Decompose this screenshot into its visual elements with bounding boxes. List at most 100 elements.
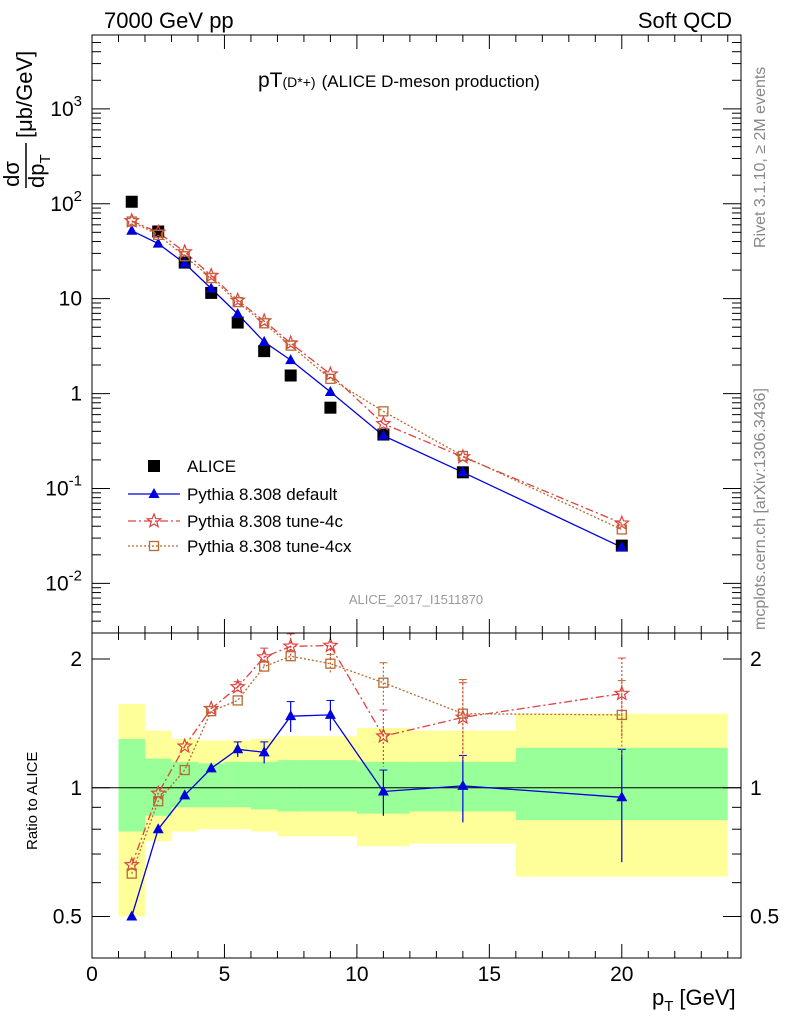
ratio-line [131, 644, 622, 866]
ratio-tick-label-right: 2 [750, 648, 762, 671]
ratio-point [205, 762, 217, 773]
main-point [125, 195, 138, 208]
energy-label: 7000 GeV pp [104, 8, 234, 33]
ratio-point [285, 651, 296, 662]
ratio-point [126, 868, 137, 879]
legend-marker [148, 540, 160, 552]
y-tick-label: 1 [70, 383, 82, 406]
main-point [205, 282, 217, 293]
legend-marker [148, 460, 160, 472]
ratio-point [457, 708, 469, 719]
legend-label: Pythia 8.308 default [187, 485, 338, 504]
main-point [324, 401, 337, 414]
main-point [206, 272, 217, 284]
legend-label: Pythia 8.308 tune-4cx [187, 537, 352, 556]
y-tick-label: 10-1 [45, 472, 82, 500]
ratio-point [232, 695, 243, 706]
plot-title: pT(D*+) (ALICE D-meson production) [258, 69, 540, 92]
main-point [126, 216, 137, 227]
x-tick-label: 10 [345, 963, 368, 986]
ratio-point [377, 785, 389, 796]
ratio-bands [92, 703, 741, 917]
ratio-point [616, 791, 628, 802]
ratio-point [229, 678, 247, 695]
main-point [457, 466, 469, 477]
ratio-line [131, 655, 622, 874]
y-tick-label: 102 [50, 188, 82, 216]
x-tick-label: 20 [610, 963, 633, 986]
ratio-point [616, 709, 627, 721]
process-label: Soft QCD [638, 8, 732, 33]
svg-text:dσ: dσ [0, 161, 24, 187]
main-ylabel: dσ dpT [μb/GeV] [0, 51, 54, 188]
y-tick-label: 103 [50, 93, 82, 121]
ratio-point [232, 743, 244, 754]
ratio-ylabel: Ratio to ALICE [24, 752, 41, 850]
main-point [324, 385, 336, 396]
svg-text:[μb/GeV]: [μb/GeV] [12, 51, 37, 138]
main-point [231, 316, 244, 329]
ratio-point [258, 746, 270, 757]
ratio-point [325, 658, 336, 669]
main-point [322, 365, 339, 382]
ratio-point [152, 823, 164, 834]
band-green [277, 760, 304, 812]
ratio-point [123, 856, 140, 872]
main-point [179, 251, 190, 262]
main-point [375, 415, 392, 431]
ratio-point [322, 636, 339, 653]
main-point [258, 335, 270, 346]
main-point [232, 307, 244, 318]
band-green [171, 761, 198, 808]
x-tick-label: 15 [478, 963, 501, 986]
ratio-point [324, 708, 336, 719]
main-line [131, 220, 623, 531]
ratio-tick-label-right: 1 [750, 777, 762, 800]
ratio-series [123, 632, 631, 921]
main-point [616, 541, 628, 552]
x-tick-label: 5 [219, 963, 231, 986]
main-series [123, 195, 631, 552]
main-point [378, 406, 389, 417]
main-point [285, 340, 296, 351]
y-tick-label: 10-2 [45, 567, 82, 595]
ratio-point [457, 779, 469, 790]
ratio-point [153, 796, 164, 807]
ratio-tick-label-left: 0.5 [53, 906, 82, 929]
legend: ALICE Pythia 8.308 default Pythia 8.308 tu… [128, 457, 352, 556]
main-point [152, 237, 164, 248]
ratio-point [179, 789, 191, 800]
main-point [232, 296, 243, 308]
main-point [126, 224, 138, 235]
ratio-point [255, 648, 273, 665]
main-point [457, 450, 469, 462]
svg-text:dpT: dpT [24, 154, 54, 188]
ratio-point [378, 677, 389, 688]
main-point [325, 373, 336, 384]
legend-label: Pythia 8.308 tune-4c [187, 512, 343, 531]
main-point [176, 243, 193, 260]
main-point [153, 229, 164, 241]
rivet-label: Rivet 3.1.10, ≥ 2M events [752, 67, 769, 248]
ratio-point [613, 684, 631, 701]
legend-marker [145, 512, 163, 529]
legend-label: ALICE [187, 457, 236, 476]
ratio-point [285, 710, 297, 721]
ratio-panel-frame [91, 632, 742, 959]
main-point [258, 345, 271, 358]
ratio-point [375, 727, 392, 744]
band-green [118, 739, 145, 832]
main-point [259, 318, 270, 329]
x-axis-label: pT [GeV] [652, 985, 736, 1015]
ratio-tick-label-left: 2 [70, 648, 82, 671]
main-point [377, 429, 389, 440]
main-point [284, 369, 297, 382]
main-point [613, 514, 631, 531]
analysis-watermark: ALICE_2017_I1511870 [349, 592, 483, 607]
ratio-point [259, 661, 270, 672]
y-tick-label: 10 [59, 288, 82, 311]
main-line [131, 220, 623, 524]
ratio-point [179, 764, 190, 776]
ratio-point [176, 737, 194, 754]
